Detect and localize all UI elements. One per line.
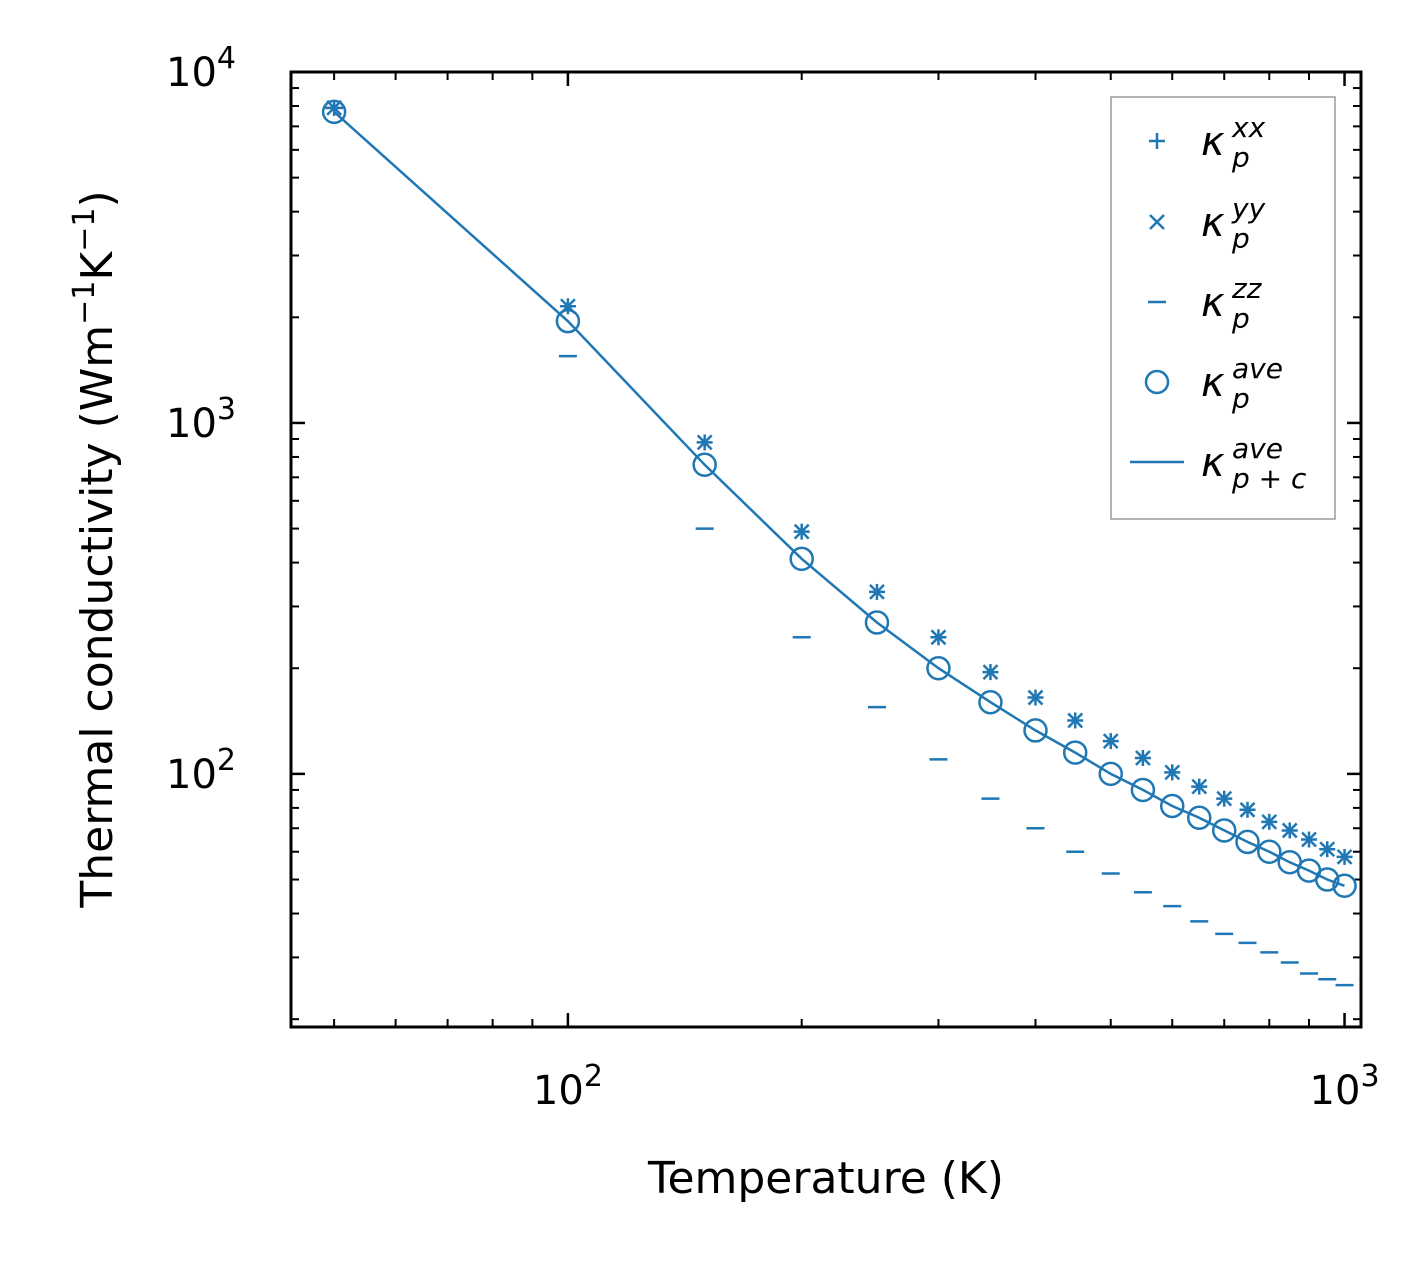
data-point	[1102, 733, 1119, 749]
data-point	[1130, 777, 1156, 803]
legend-label: κ yy p	[1201, 192, 1266, 255]
series-kappa_p+c_ave	[333, 110, 1345, 887]
data-point	[1135, 750, 1151, 766]
legend-marker-swatch	[1149, 214, 1165, 230]
data-point	[869, 584, 885, 600]
legend-box	[1110, 96, 1336, 520]
data-point	[1186, 805, 1212, 830]
data-point	[1301, 831, 1317, 848]
series-kappa_p_ave	[321, 99, 1357, 899]
data-series	[321, 99, 1357, 987]
data-point	[321, 99, 347, 125]
legend-entry-kappa_p_ave: κ ave p	[1144, 352, 1283, 415]
data-point	[692, 452, 717, 478]
data-point	[555, 308, 581, 334]
data-point	[982, 664, 999, 680]
legend-marker-swatch	[1144, 369, 1170, 395]
legend-marker-swatch	[1149, 133, 1165, 149]
series-kappa_p_zz	[325, 106, 1354, 987]
data-point	[1027, 689, 1044, 706]
plot-area-frame	[289, 70, 1363, 1029]
y-tick-label: 103	[166, 392, 236, 447]
legend-entry-kappa_p_xx: κ xx p	[1149, 111, 1266, 174]
data-point	[793, 523, 810, 540]
data-point	[1281, 822, 1298, 839]
legend: κ xx p κ yy p κ zz p κ ave p κ ave p + c	[1110, 96, 1336, 520]
data-point	[930, 629, 947, 646]
data-point	[864, 610, 890, 635]
legend-label: κ ave p + c	[1201, 432, 1307, 495]
data-point	[789, 546, 814, 572]
data-point	[1336, 849, 1353, 865]
legend-entry-kappa_p+c_ave: κ ave p + c	[1130, 432, 1307, 495]
data-point	[1235, 829, 1260, 855]
data-point	[1159, 793, 1185, 819]
data-point	[978, 689, 1003, 715]
data-point	[1257, 839, 1282, 864]
data-point	[1067, 712, 1084, 729]
legend-entry-kappa_p_zz: κ zz p	[1148, 272, 1263, 335]
data-point	[1239, 801, 1256, 818]
y-axis-title: Thermal conductivity (Wm−1K−1)	[67, 190, 123, 908]
y-tick-label: 102	[166, 743, 236, 798]
y-tick-label: 104	[166, 41, 236, 96]
axis-tick-labels: 102 103 102 103 104	[166, 41, 1380, 1114]
data-point	[1191, 778, 1208, 795]
x-axis-title: Temperature (K)	[647, 1153, 1004, 1204]
data-point	[1216, 790, 1233, 807]
data-point	[1314, 867, 1340, 892]
data-point	[1164, 764, 1181, 781]
series-line	[333, 110, 1345, 887]
axis-ticks	[291, 70, 1361, 1027]
x-tick-label: 103	[1310, 1059, 1380, 1114]
data-point	[1098, 761, 1124, 787]
series-kappa_p_yy	[326, 100, 1353, 865]
data-point	[1261, 813, 1278, 830]
legend-label: κ ave p	[1201, 352, 1283, 415]
data-point	[1211, 818, 1237, 843]
data-point	[1023, 718, 1048, 743]
data-point	[1332, 873, 1357, 899]
x-tick-label: 102	[533, 1059, 603, 1114]
legend-entry-kappa_p_yy: κ yy p	[1149, 192, 1266, 255]
legend-label: κ xx p	[1201, 111, 1266, 174]
data-point	[1062, 740, 1088, 765]
data-point	[926, 655, 951, 681]
legend-label: κ zz p	[1201, 272, 1263, 335]
data-point	[696, 434, 713, 451]
data-point	[1319, 841, 1336, 858]
